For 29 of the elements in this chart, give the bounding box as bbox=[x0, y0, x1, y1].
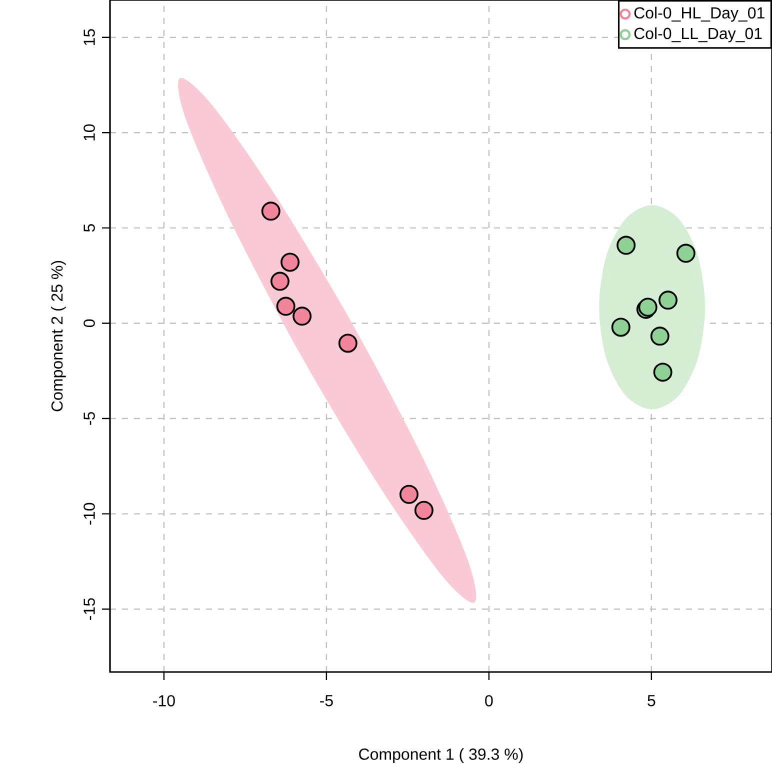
y-axis-title: Component 2 ( 25 %) bbox=[50, 260, 66, 412]
x-tick-label: -10 bbox=[153, 695, 175, 706]
point bbox=[276, 296, 296, 316]
point bbox=[261, 202, 280, 221]
y-tick-label: 5 bbox=[84, 224, 95, 232]
y-tick-label: 10 bbox=[84, 124, 95, 140]
point bbox=[616, 236, 636, 255]
legend-label: Col-0_HL_Day_01 bbox=[634, 6, 764, 22]
point bbox=[414, 500, 434, 520]
point bbox=[280, 252, 300, 272]
point bbox=[292, 306, 312, 326]
point bbox=[270, 272, 290, 291]
x-tick-label: -5 bbox=[320, 695, 333, 706]
y-tick-label: -10 bbox=[84, 502, 95, 525]
legend-label: Col-0_LL_Day_01 bbox=[634, 27, 762, 42]
point bbox=[653, 362, 672, 382]
point bbox=[338, 334, 358, 353]
y-tick-label: -15 bbox=[84, 598, 95, 620]
point bbox=[399, 484, 418, 504]
point bbox=[676, 244, 696, 263]
x-axis-title: Component 1 ( 39.3 %) bbox=[359, 748, 523, 764]
y-tick-label: 15 bbox=[84, 29, 95, 46]
point bbox=[650, 326, 670, 346]
point bbox=[658, 290, 678, 310]
y-tick-label: 0 bbox=[84, 319, 95, 328]
x-tick-label: 0 bbox=[485, 695, 493, 706]
point bbox=[611, 318, 630, 337]
y-tick-label: -5 bbox=[84, 412, 95, 425]
x-tick-label: 5 bbox=[648, 695, 656, 706]
